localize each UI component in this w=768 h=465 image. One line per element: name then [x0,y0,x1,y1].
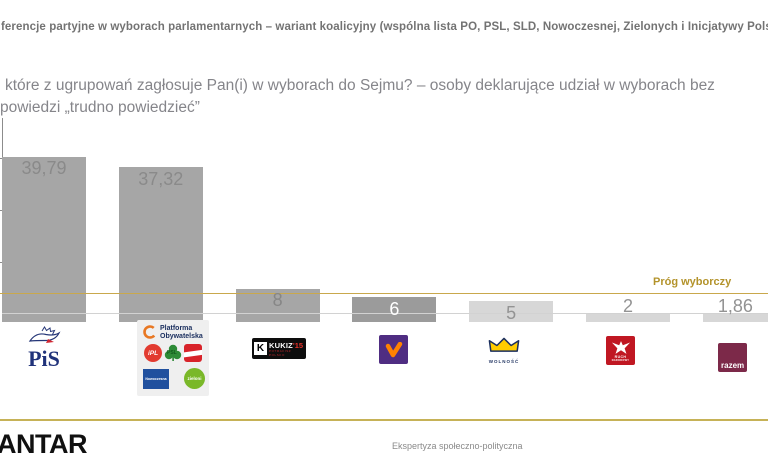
survey-question-line1: które z ugrupowań zagłosuje Pan(i) w wyb… [5,77,715,94]
bar-2 [235,288,320,322]
kukiz-slogan-text: POTRAFISZ POLSKO [269,349,292,357]
pis-eagle-icon [28,326,61,343]
bar-value-label-1: 37,32 [138,168,184,189]
wolnosc-logo: WOLNOŚĆ [486,337,522,364]
survey-question-line2: powiedzi „trudno powiedzieć” [0,99,200,116]
wiosna-check-icon [385,341,402,357]
po-logo-line2: Obywatelska [160,332,203,340]
bar-value-label-3: 6 [389,298,400,319]
bar-1 [118,167,203,322]
ruch-logo-text2: NARODOWY [611,358,630,362]
ruch-eagle-icon [611,340,630,354]
bar-value-label-5: 2 [622,296,633,316]
slide-title: ferencje partyjne w wyborach parlamentar… [1,21,768,33]
wiosna-logo [379,335,408,364]
coalition-logo-tile: Platforma Obywatelska iPL PSL Nowoczesna [137,320,209,396]
psl-logo-text: PSL [167,350,177,356]
bar-4 [469,301,554,322]
pis-logo-text: PiS [28,346,60,371]
razem-logo-text: razem [721,361,745,370]
bar-6 [702,314,768,322]
psl-clover-icon [164,344,182,361]
bar-value-label-6: 1,86 [717,296,753,316]
psl-logo: PSL [164,344,182,362]
po-swirl-icon [143,325,157,339]
bar-0 [2,156,86,322]
zieloni-logo: zieloni [184,368,205,389]
nowoczesna-logo: Nowoczesna [143,368,169,389]
x-axis-baseline [2,313,768,314]
ruch-narodowy-logo: RUCH NARODOWY [606,336,635,365]
wolnosc-logo-text: WOLNOŚĆ [488,359,520,364]
ruch-logo-text1: RUCH [614,354,627,359]
bar-value-label-4: 5 [506,302,517,323]
platforma-obywatelska-logo: Platforma Obywatelska [137,320,209,340]
footer-caption: Ekspertyza społeczno-polityczna [392,441,523,451]
kukiz-15-text: '15 [292,341,304,350]
po-logo-line1: Platforma [160,325,193,332]
kukiz-logo-text: KUKIZ [269,341,293,350]
inicjatywa-polska-logo: iPL [144,344,162,362]
bar-value-label-0: 39,79 [21,158,67,179]
kantar-logo: ANTAR [0,429,87,459]
kukiz15-logo: K KUKIZ'15 POTRAFISZ POLSKO [252,338,306,359]
wolnosc-crown-icon [488,337,520,352]
kukiz-k-icon: K [254,342,267,355]
electoral-threshold-label: Próg wyborczy [653,276,732,288]
survey-question: które z ugrupowań zagłosuje Pan(i) w wyb… [0,75,760,119]
pis-logo: PiS [12,325,76,371]
bar-value-label-2: 8 [272,290,283,311]
sld-flag-stripe [184,349,202,358]
electoral-threshold-line [0,293,768,294]
footer-gold-rule [0,419,768,421]
bar-3 [352,297,437,322]
razem-logo: razem [718,343,747,372]
sld-logo [184,344,202,362]
bar-5 [586,313,670,322]
